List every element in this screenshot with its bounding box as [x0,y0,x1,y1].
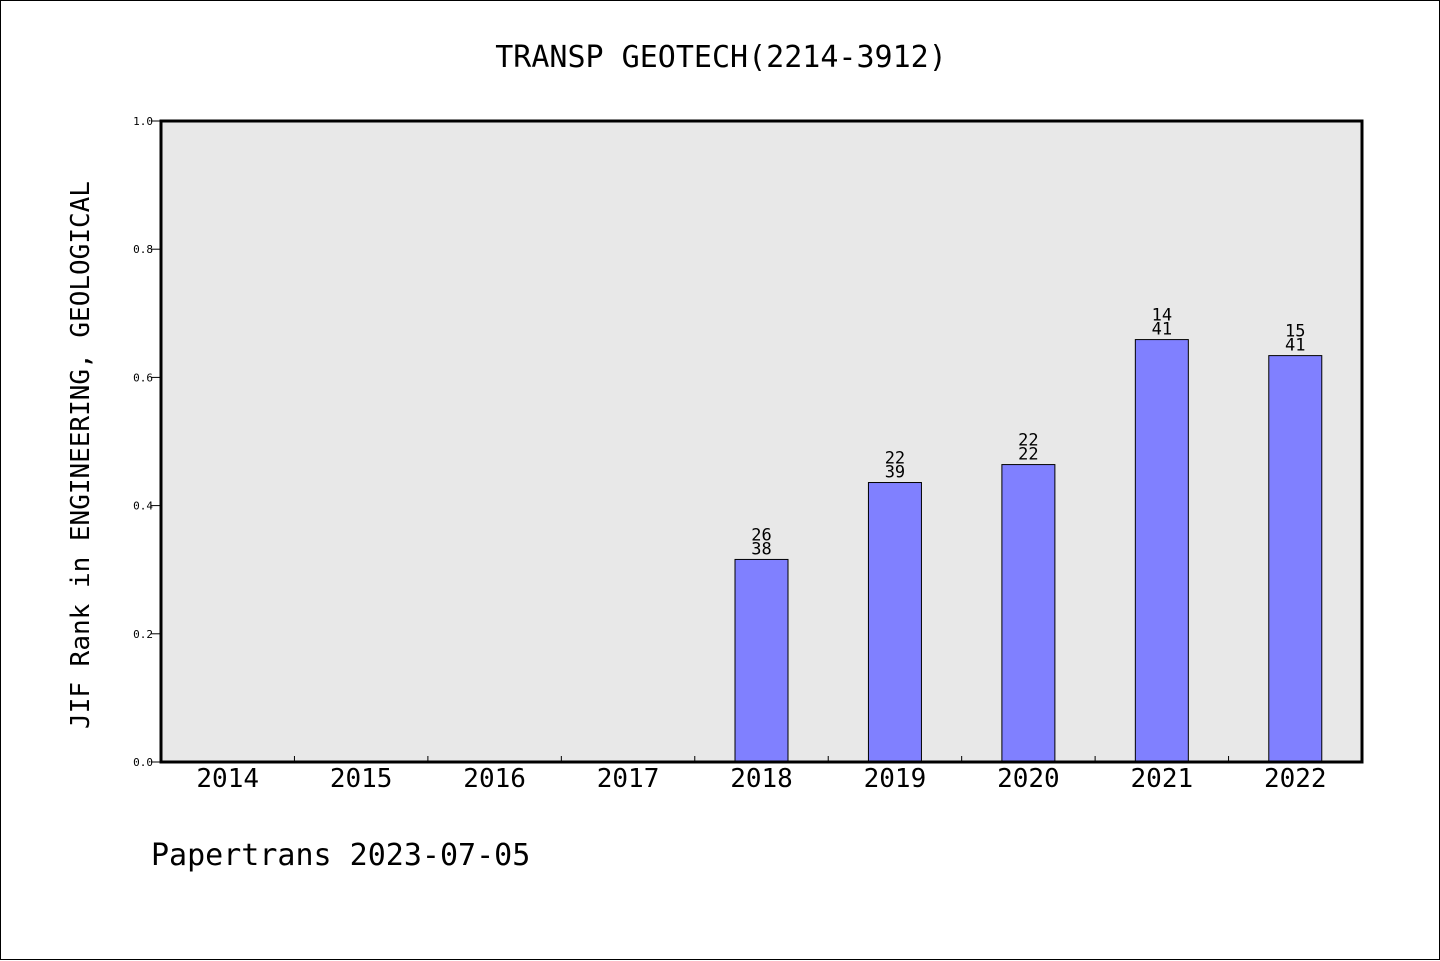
bar-total-label: 41 [1285,336,1305,356]
y-tick-label: 0.4 [133,500,153,513]
bar-rank-label: 15 [1285,322,1305,342]
x-tick-label: 2019 [864,764,927,794]
x-tick-label: 2022 [1264,764,1327,794]
bar-rank-label: 14 [1152,306,1172,326]
chart-title: TRANSP GEOTECH(2214-3912) [495,40,947,75]
y-tick-label: 0.8 [133,243,153,256]
y-axis-label: JIF Rank in ENGINEERING, GEOLOGICAL [66,181,96,729]
y-tick-label: 0.6 [133,371,153,384]
footer-credit: Papertrans 2023-07-05 [151,838,530,873]
bar [1268,355,1323,763]
bar [734,558,789,763]
x-tick-label: 2014 [196,764,259,794]
bar [867,482,922,763]
bar-total-label: 38 [751,539,771,559]
bar-total-label: 41 [1152,320,1172,340]
bar [1134,339,1189,763]
bar-total-label: 22 [1018,445,1038,465]
axis-ticks: 0.0 0.2 0.4 0.6 0.8 1.0 2014 2015 2016 2017 2018 20… [133,115,1326,794]
bars [734,339,1323,763]
bar-rank-label: 22 [885,449,905,469]
x-tick-label: 2020 [997,764,1060,794]
bar [1001,464,1056,763]
x-tick-label: 2015 [330,764,393,794]
plot-border [159,119,1364,764]
x-tick-label: 2018 [730,764,793,794]
x-tick-label: 2016 [463,764,526,794]
y-tick-label: 1.0 [133,115,153,128]
y-tick-label: 0.2 [133,628,153,641]
x-tick-label: 2017 [597,764,660,794]
bar-total-label: 39 [885,463,905,483]
bar-rank-label: 22 [1018,431,1038,451]
bar-rank-label: 26 [751,525,771,545]
x-tick-label: 2021 [1131,764,1194,794]
y-tick-label: 0.0 [133,756,153,769]
